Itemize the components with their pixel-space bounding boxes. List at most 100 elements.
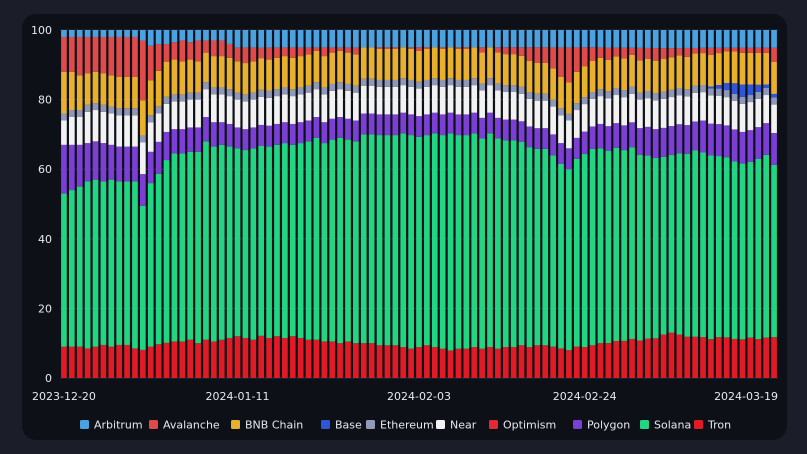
- bar-segment-polygon: [100, 143, 107, 182]
- bar-segment-tron: [218, 339, 225, 378]
- bar-segment-solana: [84, 181, 91, 349]
- legend-item-base[interactable]: Base: [321, 419, 362, 432]
- bar-segment-bnb-chain: [447, 47, 454, 79]
- bar-segment-arbitrum: [581, 30, 588, 48]
- bar-segment-arbitrum: [337, 30, 343, 48]
- bar-segment-arbitrum: [84, 30, 91, 37]
- bar-segment-tron: [771, 337, 777, 378]
- bar-segment-near: [495, 90, 501, 118]
- bar-segment-ethereum: [731, 93, 738, 102]
- bar-segment-polygon: [132, 146, 138, 182]
- bar-segment-ethereum: [747, 95, 754, 103]
- legend-item-arbitrum[interactable]: Arbitrum: [80, 419, 143, 432]
- bar-segment-ethereum: [660, 91, 667, 99]
- bar-segment-arbitrum: [637, 30, 643, 48]
- bar-segment-tron: [163, 342, 170, 378]
- bar-segment-near: [676, 95, 683, 125]
- bar-segment-ethereum: [68, 110, 75, 117]
- bar-segment-solana: [597, 148, 604, 344]
- bar-segment-solana: [266, 146, 272, 338]
- bar-segment-near: [68, 117, 75, 145]
- bar-segment-base: [747, 84, 754, 96]
- bar-segment-tron: [297, 337, 304, 378]
- bar-segment-solana: [629, 147, 635, 339]
- bar-segment-arbitrum: [558, 30, 564, 48]
- bar-segment-tron: [384, 345, 391, 378]
- legend-item-polygon[interactable]: Polygon: [573, 419, 630, 432]
- bar-segment-polygon: [731, 129, 738, 162]
- bar-segment-near: [502, 92, 509, 120]
- bar-segment-bnb-chain: [534, 62, 541, 94]
- bar-segment-near: [755, 98, 762, 128]
- bar-segment-avalanche: [408, 47, 414, 49]
- bar-segment-tron: [368, 343, 375, 378]
- bar-segment-polygon: [708, 123, 714, 156]
- bar-segment-avalanche: [266, 47, 272, 60]
- bar-segment-arbitrum: [715, 30, 722, 48]
- bar-segment-tron: [621, 340, 627, 378]
- bar-segment-near: [360, 85, 367, 114]
- bar-segment-ethereum: [566, 113, 572, 121]
- bar-segment-solana: [211, 146, 217, 342]
- bar-segment-avalanche: [92, 36, 99, 72]
- bar-segment-tron: [676, 334, 683, 378]
- bar-segment-near: [282, 94, 288, 123]
- bar-segment-tron: [589, 345, 596, 378]
- bar-segment-near: [692, 92, 698, 122]
- bar-segment-avalanche: [147, 45, 154, 81]
- bar-segment-tron: [92, 346, 99, 378]
- bar-segment-near: [589, 98, 596, 127]
- bar-segment-solana: [644, 155, 651, 339]
- bar-segment-avalanche: [439, 47, 446, 49]
- bar-segment-arbitrum: [187, 30, 194, 43]
- legend-item-optimism[interactable]: Optimism: [489, 419, 556, 432]
- bar-segment-tron: [573, 346, 580, 378]
- legend-item-avalanche[interactable]: Avalanche: [149, 419, 220, 432]
- bar-segment-near: [597, 96, 604, 124]
- bar-segment-near: [408, 86, 414, 115]
- bar-segment-arbitrum: [258, 30, 265, 48]
- legend-item-ethereum[interactable]: Ethereum: [366, 419, 434, 432]
- bar-segment-tron: [108, 346, 115, 378]
- bar-segment-ethereum: [392, 79, 399, 87]
- legend-item-bnb-chain[interactable]: BNB Chain: [231, 419, 303, 432]
- bar-segment-bnb-chain: [234, 61, 241, 93]
- legend-item-tron[interactable]: Tron: [694, 419, 731, 432]
- bar-segment-polygon: [723, 125, 730, 158]
- bar-segment-polygon: [147, 151, 154, 184]
- bar-segment-ethereum: [353, 85, 359, 93]
- bar-segment-solana: [589, 148, 596, 346]
- bar-segment-solana: [613, 147, 620, 342]
- bar-segment-tron: [424, 345, 430, 378]
- bar-segment-near: [368, 85, 375, 114]
- bar-segment-tron: [668, 332, 675, 378]
- legend-item-near[interactable]: Near: [436, 419, 477, 432]
- bar-segment-tron: [700, 337, 706, 378]
- bar-segment-bnb-chain: [589, 61, 596, 93]
- bar-segment-ethereum: [573, 103, 580, 111]
- bar-segment-bnb-chain: [76, 75, 83, 111]
- bar-segment-ethereum: [479, 83, 485, 91]
- bar-segment-polygon: [542, 128, 549, 149]
- bar-segment-bnb-chain: [408, 48, 414, 80]
- bar-segment-solana: [147, 183, 154, 347]
- bar-segment-polygon: [163, 131, 170, 161]
- bar-segment-solana: [313, 137, 320, 340]
- bar-segment-polygon: [92, 141, 99, 180]
- bar-segment-polygon: [715, 124, 722, 157]
- bar-segment-bnb-chain: [163, 61, 170, 97]
- bar-segment-ethereum: [345, 83, 351, 91]
- bar-segment-bnb-chain: [313, 50, 320, 83]
- bar-segment-solana: [534, 148, 541, 346]
- bar-segment-bnb-chain: [463, 48, 470, 80]
- bar-segment-bnb-chain: [100, 73, 107, 105]
- bar-segment-solana: [250, 148, 257, 340]
- bar-segment-avalanche: [589, 47, 596, 62]
- bar-segment-ethereum: [471, 78, 478, 86]
- bar-segment-arbitrum: [360, 30, 367, 48]
- bar-segment-near: [313, 89, 320, 117]
- bar-segment-polygon: [171, 129, 178, 154]
- bar-segment-solana: [282, 143, 288, 338]
- legend-item-solana[interactable]: Solana: [640, 419, 691, 432]
- bar-segment-polygon: [329, 118, 336, 140]
